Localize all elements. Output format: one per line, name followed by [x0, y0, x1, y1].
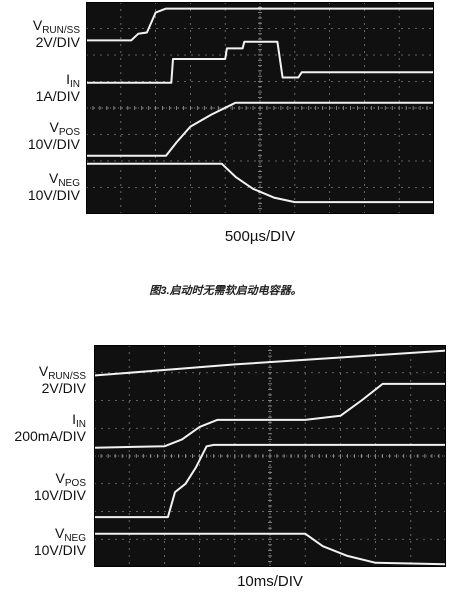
- trace-main-vneg-2: V: [54, 525, 65, 541]
- trace-main-vrunss-2: V: [38, 363, 49, 379]
- trace-main-vrunss-1: V: [32, 17, 43, 33]
- oscilloscope-screen-1: [86, 2, 434, 214]
- trace-sub-vpos-2: POS: [64, 478, 86, 489]
- trace-sub-iin-1: IN: [70, 79, 80, 90]
- trace-sub-vneg-2: NEG: [64, 533, 86, 544]
- trace-label-vneg-1: VNEG 10V/DIV: [0, 171, 80, 203]
- trace-label-vpos-2: VPOS 10V/DIV: [0, 471, 86, 503]
- trace-scale-vrunss-2: 2V/DIV: [41, 380, 86, 396]
- trace-label-vpos-1: VPOS 10V/DIV: [0, 120, 80, 152]
- trace-main-vpos-2: V: [55, 470, 65, 486]
- trace-in: [86, 40, 434, 84]
- trace-label-vrunss-2: VRUN/SS 2V/DIV: [0, 364, 86, 396]
- trace-label-iin-1: IIN 1A/DIV: [0, 72, 80, 104]
- figure-caption: 图3.启动时无需软启动电容器。: [149, 285, 302, 297]
- trace-neg: [94, 532, 446, 566]
- x-axis-label-2: 10ms/DIV: [237, 573, 303, 590]
- trace-label-vneg-2: VNEG 10V/DIV: [0, 526, 86, 558]
- screen-border: [94, 345, 446, 567]
- trace-label-vrunss-1: VRUN/SS 2V/DIV: [0, 18, 80, 50]
- trace-scale-iin-2: 200mA/DIV: [14, 428, 86, 444]
- trace-runss: [86, 7, 434, 42]
- oscilloscope-screen-2: [94, 345, 446, 567]
- x-axis-label-1: 500µs/DIV: [224, 228, 296, 245]
- trace-neg: [86, 162, 434, 204]
- trace-sub-vrunss-2: RUN/SS: [48, 371, 86, 382]
- trace-scale-vneg-2: 10V/DIV: [33, 542, 86, 558]
- screen-border: [86, 2, 434, 214]
- trace-sub-iin-2: IN: [76, 419, 86, 430]
- trace-main-vneg-1: V: [48, 170, 59, 186]
- trace-scale-vrunss-1: 2V/DIV: [35, 34, 80, 50]
- trace-scale-vpos-2: 10V/DIV: [33, 487, 86, 503]
- trace-scale-iin-1: 1A/DIV: [35, 88, 80, 104]
- trace-scale-vpos-1: 10V/DIV: [27, 136, 80, 152]
- trace-label-iin-2: IIN 200mA/DIV: [0, 412, 86, 444]
- trace-main-iin-1: I: [66, 71, 70, 87]
- trace-sub-vneg-1: NEG: [58, 178, 80, 189]
- trace-runss: [94, 349, 446, 377]
- trace-pos: [94, 443, 446, 519]
- trace-main-iin-2: I: [72, 411, 76, 427]
- trace-main-vpos-1: V: [49, 119, 59, 135]
- trace-scale-vneg-1: 10V/DIV: [27, 187, 80, 203]
- trace-sub-vrunss-1: RUN/SS: [42, 25, 80, 36]
- trace-in: [94, 382, 446, 449]
- trace-sub-vpos-1: POS: [58, 127, 80, 138]
- trace-pos: [86, 101, 434, 157]
